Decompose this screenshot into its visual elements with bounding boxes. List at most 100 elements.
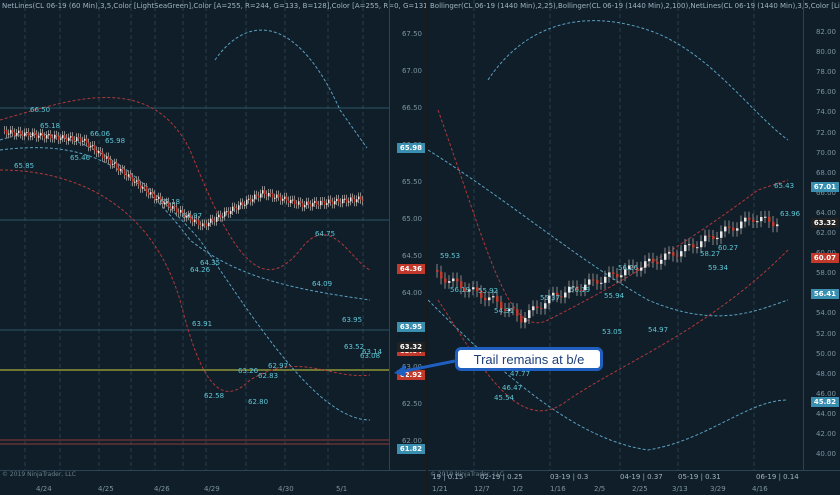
left-candle-body-72 bbox=[148, 192, 150, 195]
left-candle-body-113 bbox=[230, 211, 232, 214]
left-indicator-title: NetLines(CL 06-19 (60 Min),3,5,Color [Li… bbox=[2, 2, 426, 10]
left-candle-body-0 bbox=[4, 130, 6, 131]
left-candle-body-24 bbox=[52, 138, 54, 140]
left-candle-body-2 bbox=[8, 133, 10, 135]
left-chart-panel[interactable]: 66.50 65.18 66.06 65.98 65.85 65.46 65.18 64.97… bbox=[0, 0, 426, 495]
right-annotation-2: 55.92 bbox=[478, 287, 498, 295]
right-candle-body-50 bbox=[636, 267, 639, 271]
right-candle-body-74 bbox=[732, 227, 735, 231]
left-candle-body-22 bbox=[48, 134, 50, 136]
left-candle-body-124 bbox=[252, 199, 254, 202]
left-candle-body-162 bbox=[328, 199, 330, 204]
left-candle-body-65 bbox=[134, 181, 136, 183]
right-chart-panel[interactable]: 59.53 56.19 55.92 54.31 47.77 46.47 45.54 55.37… bbox=[428, 0, 840, 495]
right-candle-body-32 bbox=[564, 292, 567, 298]
left-candle-body-5 bbox=[14, 132, 16, 136]
left-annotation-19: 63.52 bbox=[344, 343, 364, 351]
left-annotation-18: 63.95 bbox=[342, 316, 362, 324]
right-price-tick: 52.00 bbox=[815, 329, 836, 338]
left-candle-body-98 bbox=[200, 225, 202, 227]
left-candle-body-50 bbox=[104, 157, 106, 159]
left-candle-body-87 bbox=[178, 212, 180, 214]
right-candle-body-49 bbox=[632, 265, 635, 268]
left-candle-body-1 bbox=[6, 130, 8, 135]
right-annotation-15: 59.34 bbox=[708, 264, 729, 272]
left-candle-body-121 bbox=[246, 199, 248, 205]
right-candle-body-58 bbox=[668, 252, 671, 254]
right-candle-body-15 bbox=[496, 296, 499, 302]
right-candle-body-14 bbox=[492, 296, 495, 298]
left-candle-body-157 bbox=[318, 204, 320, 206]
left-candle-body-83 bbox=[170, 206, 172, 209]
right-time-axis[interactable]: 1/21 12/7 1/2 1/16 2/5 2/25 3/13 3/29 4/16 19 | 0… bbox=[428, 470, 840, 495]
left-candle-body-26 bbox=[56, 134, 58, 136]
right-candle-body-56 bbox=[660, 259, 663, 264]
left-candle-body-132 bbox=[268, 192, 270, 197]
right-candle-body-80 bbox=[756, 221, 759, 223]
left-annotation-4: 65.85 bbox=[14, 162, 34, 170]
left-candle-body-56 bbox=[116, 162, 118, 168]
left-candle-body-16 bbox=[36, 134, 38, 138]
left-annotation-0: 66.50 bbox=[30, 106, 50, 114]
right-price-tick: 42.00 bbox=[815, 430, 836, 438]
right-price-label: 67.01 bbox=[810, 182, 839, 192]
right-candle-body-28 bbox=[548, 295, 551, 304]
panel-divider[interactable] bbox=[426, 0, 428, 495]
right-candle-body-16 bbox=[500, 301, 503, 310]
left-candle-body-70 bbox=[144, 186, 146, 188]
right-candle-body-64 bbox=[692, 244, 695, 248]
left-candle-body-100 bbox=[204, 223, 206, 225]
right-candle-body-26 bbox=[540, 307, 543, 309]
left-candle-body-12 bbox=[28, 132, 30, 137]
right-time-tick: 3/29 bbox=[710, 485, 726, 493]
left-candle-body-48 bbox=[100, 150, 102, 153]
left-candle-body-160 bbox=[324, 201, 326, 205]
left-candle-body-125 bbox=[254, 194, 256, 200]
left-candle-body-93 bbox=[190, 214, 192, 220]
right-price-plot[interactable]: 59.53 56.19 55.92 54.31 47.77 46.47 45.54 55.37… bbox=[428, 0, 840, 495]
right-candle-body-53 bbox=[648, 258, 651, 262]
left-candle-body-136 bbox=[276, 194, 278, 198]
left-annotation-16: 64.75 bbox=[315, 230, 335, 238]
left-candle-body-99 bbox=[202, 223, 204, 227]
left-candle-body-104 bbox=[212, 218, 214, 221]
left-candle-body-36 bbox=[76, 137, 78, 142]
right-candle-body-24 bbox=[532, 306, 535, 311]
right-annotation-10: 55.94 bbox=[604, 292, 625, 300]
right-candle-body-52 bbox=[644, 261, 647, 268]
left-candle-body-143 bbox=[290, 199, 292, 204]
left-candle-body-117 bbox=[238, 205, 240, 210]
right-price-axis[interactable]: 82.00 80.00 78.00 76.00 74.00 72.00 70.00 68.00… bbox=[803, 0, 840, 470]
left-price-plot[interactable]: 66.5065.1866.0665.9865.8565.4665.1864.97… bbox=[0, 0, 426, 495]
left-candle-body-106 bbox=[216, 216, 218, 222]
right-candle-body-72 bbox=[724, 226, 727, 232]
left-price-tick: 65.00 bbox=[401, 215, 422, 223]
left-price-axis[interactable]: 67.5067.0066.5066.0065.5065.0064.5064.00… bbox=[389, 0, 426, 470]
right-band-middle bbox=[428, 149, 789, 317]
right-candle-body-22 bbox=[524, 318, 527, 323]
right-candle-body-44 bbox=[612, 272, 615, 274]
left-candle-body-32 bbox=[68, 137, 70, 141]
right-time-tick: 1/2 bbox=[512, 485, 524, 493]
left-time-tick: 4/24 bbox=[36, 485, 52, 493]
right-time-tick: 1/21 bbox=[432, 485, 448, 493]
left-candle-body-13 bbox=[30, 136, 32, 138]
left-candle-body-54 bbox=[112, 163, 114, 165]
left-candle-body-91 bbox=[186, 216, 188, 218]
left-candle-body-177 bbox=[358, 196, 360, 200]
left-annotation-20: 63.14 bbox=[362, 348, 383, 356]
left-candle-body-85 bbox=[174, 206, 176, 208]
left-candle-body-154 bbox=[312, 202, 314, 207]
left-price-tick: 62.50 bbox=[401, 400, 422, 408]
right-annotation-14: 60.27 bbox=[718, 244, 738, 252]
right-candle-body-82 bbox=[764, 216, 767, 218]
right-contract-label: 06-19 | 0.14 bbox=[756, 473, 799, 481]
right-candle-body-65 bbox=[696, 247, 699, 249]
left-candle-body-23 bbox=[50, 134, 52, 139]
left-time-tick: 4/29 bbox=[204, 485, 220, 493]
left-candle-body-44 bbox=[92, 145, 94, 147]
right-candle-body-35 bbox=[576, 286, 579, 291]
right-candle-body-85 bbox=[776, 224, 779, 227]
left-time-axis[interactable]: 4/24 4/25 4/26 4/29 4/30 5/1 bbox=[0, 470, 426, 495]
left-candle-body-111 bbox=[226, 211, 228, 213]
